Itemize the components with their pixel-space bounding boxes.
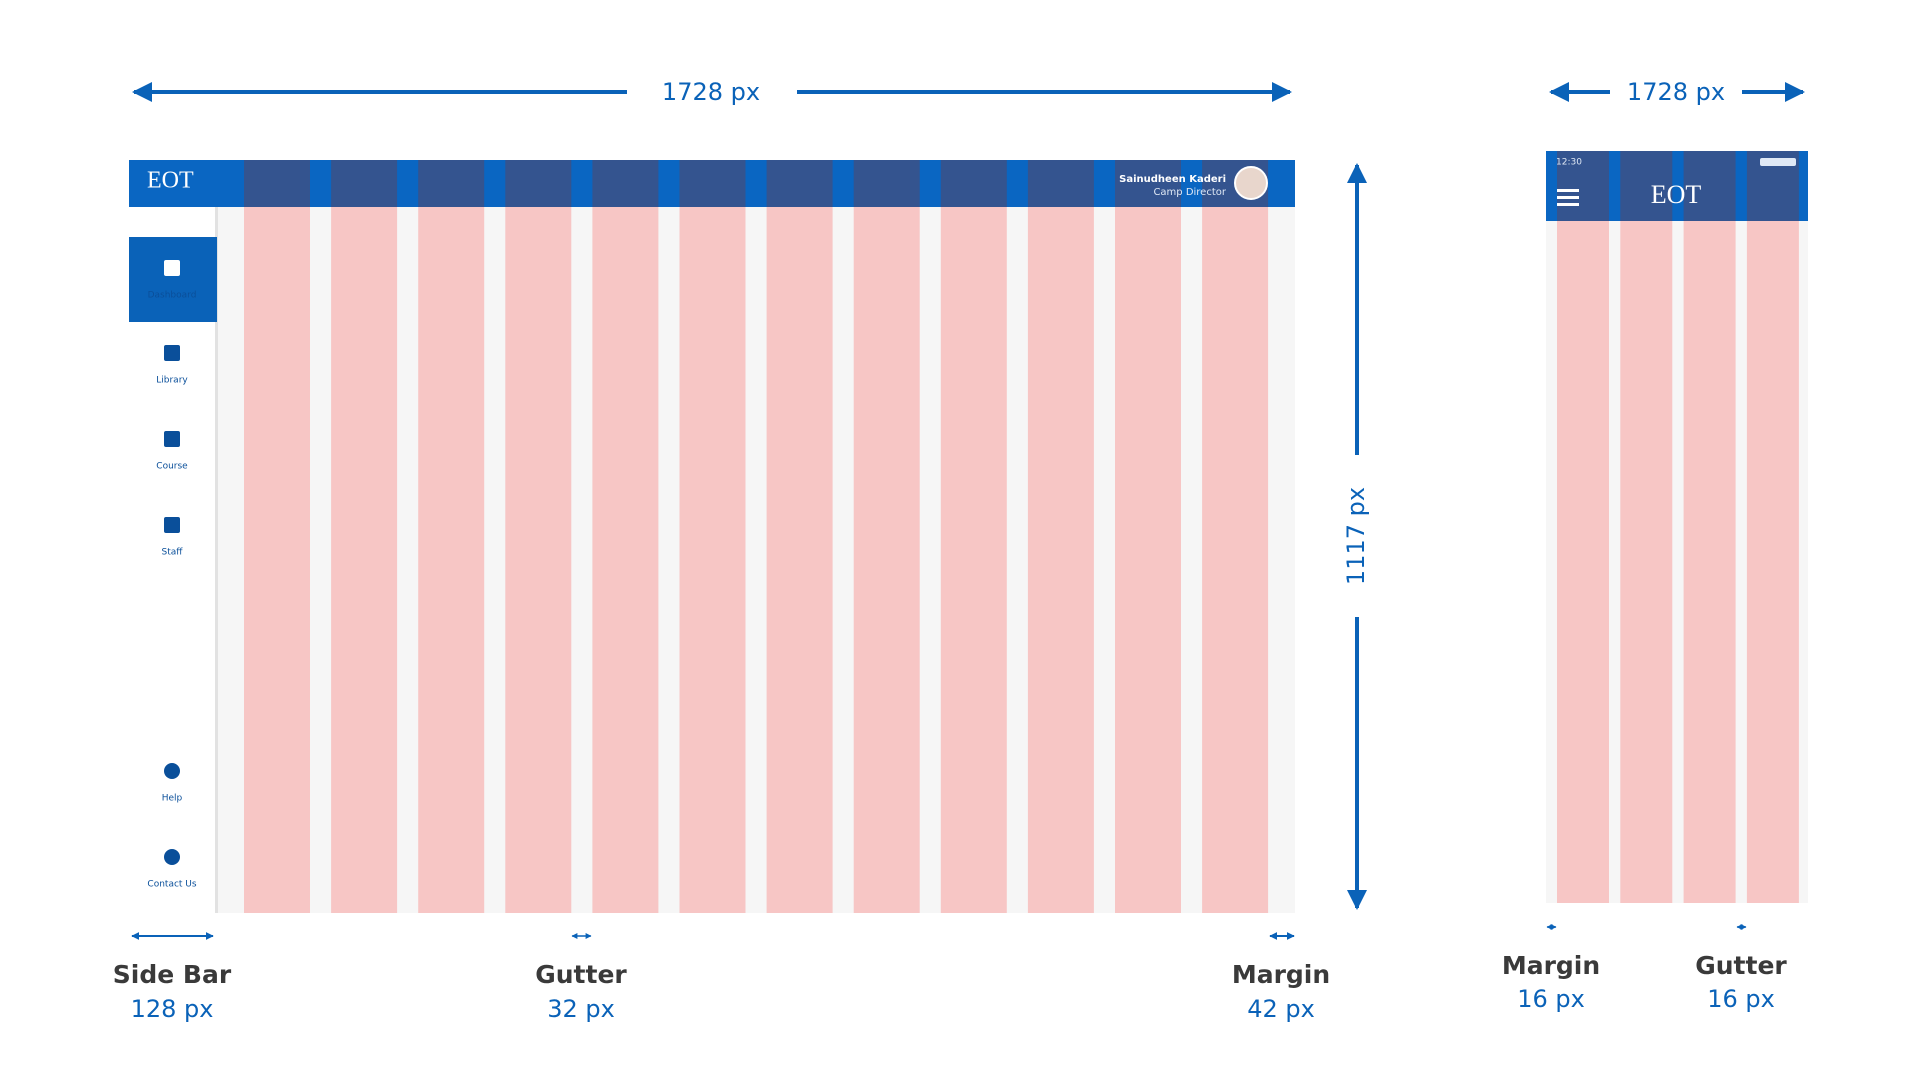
annotation-value: 128 px	[131, 995, 214, 1023]
header-column	[766, 160, 833, 207]
mobile-width-label: 1728 px	[1627, 78, 1725, 106]
nav-icon	[164, 431, 180, 447]
menu-icon	[1557, 189, 1579, 192]
nav-icon	[164, 345, 180, 361]
annotation-value: 16 px	[1517, 985, 1585, 1013]
header-column	[592, 160, 659, 207]
grid-column	[1746, 221, 1799, 903]
grid-column	[1620, 221, 1673, 903]
nav-icon	[164, 849, 180, 865]
grid-column	[766, 207, 833, 913]
grid-column	[1115, 207, 1181, 913]
header-column	[244, 160, 310, 207]
grid-column	[1202, 207, 1269, 913]
header-column	[331, 160, 398, 207]
header-column	[853, 160, 920, 207]
grid-column	[244, 207, 310, 913]
header-column	[940, 160, 1007, 207]
user-name: Sainudheen Kaderi	[1119, 174, 1226, 185]
header-column	[679, 160, 746, 207]
nav-label: Contact Us	[147, 880, 196, 890]
grid-column	[1683, 221, 1736, 903]
active-nav	[129, 237, 217, 322]
header-column	[1027, 160, 1094, 207]
height-label: 1117 px	[1342, 487, 1370, 585]
user-role: Camp Director	[1153, 187, 1226, 198]
grid-column	[418, 207, 485, 913]
nav-label: Staff	[162, 548, 184, 558]
grid-column	[853, 207, 920, 913]
grid-column	[331, 207, 398, 913]
grid-column	[679, 207, 746, 913]
header-column	[418, 160, 485, 207]
annotation-value: 32 px	[547, 995, 615, 1023]
nav-icon	[164, 763, 180, 779]
status-icons	[1760, 158, 1796, 166]
grid-column	[1557, 221, 1609, 903]
header-column	[1557, 151, 1609, 221]
nav-label: Help	[162, 794, 183, 804]
desktop-frame: EOT Sainudheen Kaderi Camp Director Dashboa…	[129, 160, 1295, 913]
annotation-title: Side Bar	[113, 960, 232, 989]
logo: EOT	[147, 168, 194, 194]
mobile-frame: 12:30 EOT	[1546, 151, 1808, 903]
header-column	[1620, 151, 1673, 221]
menu-icon	[1557, 196, 1579, 199]
header-column	[505, 160, 572, 207]
menu-icon	[1557, 203, 1579, 206]
header-column	[1683, 151, 1736, 221]
width-dimension: 1728 px	[132, 78, 1292, 106]
nav-icon	[164, 260, 180, 276]
status-time: 12:30	[1556, 158, 1582, 168]
height-dimension: 1117 px	[1342, 163, 1370, 910]
grid-column	[592, 207, 659, 913]
header-column	[1115, 160, 1181, 207]
annotation-value: 16 px	[1707, 985, 1775, 1013]
annotations: Side Bar 128 px Gutter 32 px Margin 42 p…	[113, 924, 1787, 1023]
nav-label: Course	[156, 462, 188, 472]
nav-label: Dashboard	[148, 291, 197, 301]
grid-column	[505, 207, 572, 913]
avatar	[1234, 166, 1268, 200]
nav-icon	[164, 517, 180, 533]
annotation-title: Margin	[1502, 951, 1600, 980]
annotation-title: Gutter	[535, 960, 627, 989]
grid-column	[940, 207, 1007, 913]
grid-column	[1027, 207, 1094, 913]
annotation-value: 42 px	[1247, 995, 1315, 1023]
mobile-logo: EOT	[1651, 180, 1702, 209]
nav-label: Library	[156, 376, 188, 386]
width-label: 1728 px	[662, 78, 760, 106]
annotation-title: Margin	[1232, 960, 1330, 989]
annotation-title: Gutter	[1695, 951, 1787, 980]
mobile-width-dimension: 1728 px	[1549, 78, 1805, 106]
